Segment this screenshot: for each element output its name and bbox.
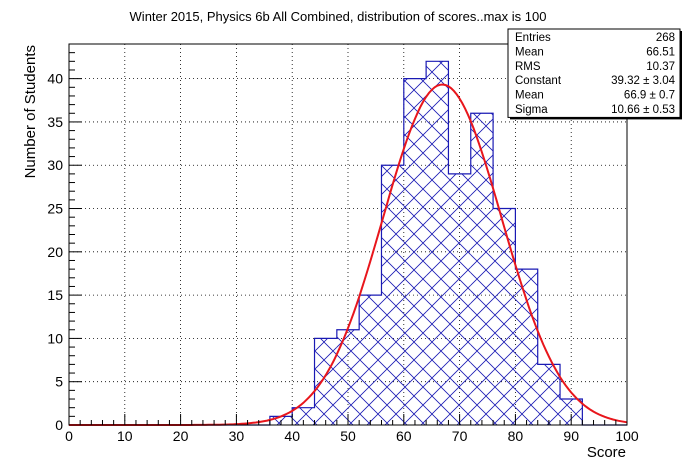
y-tick-label: 5 <box>55 374 63 390</box>
x-tick-label: 90 <box>563 428 579 444</box>
stats-value: 268 <box>656 32 675 44</box>
x-tick-label: 40 <box>284 428 300 444</box>
y-tick-label: 30 <box>47 157 63 173</box>
x-tick-label: 60 <box>396 428 412 444</box>
histogram-bars <box>69 60 627 426</box>
y-tick-label: 15 <box>47 287 63 303</box>
y-tick-label: 35 <box>47 114 63 130</box>
stats-box: Entries 268 Mean 66.51 RMS 10.37 Constant 39.32… <box>507 28 682 120</box>
stats-value: 39.32 ± 3.04 <box>611 75 675 87</box>
stats-value: 66.9 ± 0.7 <box>624 90 675 102</box>
x-tick-label: 70 <box>452 428 468 444</box>
histogram-bar <box>426 61 449 426</box>
stats-label: Entries <box>515 32 551 44</box>
x-tick-label: 20 <box>173 428 189 444</box>
x-tick-label: 100 <box>615 428 639 444</box>
histogram-bar <box>336 329 360 425</box>
histogram-bar <box>560 399 583 425</box>
stats-label: Constant <box>515 75 562 87</box>
y-tick-label: 25 <box>47 201 63 217</box>
stats-value: 10.66 ± 0.53 <box>611 104 675 116</box>
stats-box-frame <box>507 28 681 118</box>
histogram-bar <box>448 173 471 425</box>
axes: 0 10 20 30 40 50 60 70 80 90 100 0 5 10 15 20 25 30 35 40 <box>47 43 639 444</box>
stats-value: 66.51 <box>646 46 675 58</box>
y-tick-label: 20 <box>47 244 63 260</box>
y-axis-label: Number of Students <box>22 45 39 178</box>
histogram-bar <box>292 407 315 425</box>
histogram-bar <box>470 113 494 425</box>
x-tick-label: 0 <box>65 428 73 444</box>
stats-label: Mean <box>515 90 544 102</box>
histogram-bar <box>537 364 561 425</box>
histogram-bar <box>381 165 404 425</box>
stats-label: Mean <box>515 46 544 58</box>
y-tick-label: 0 <box>55 417 63 433</box>
stats-value: 10.37 <box>646 61 675 73</box>
histogram-bar <box>515 269 538 425</box>
x-tick-label: 50 <box>340 428 356 444</box>
histogram-bar <box>314 338 337 425</box>
stats-label: Sigma <box>515 104 548 116</box>
histogram-bar <box>493 208 516 425</box>
y-tick-label: 10 <box>47 330 63 346</box>
x-axis-label: Score <box>587 444 626 461</box>
y-tick-label: 40 <box>47 71 63 87</box>
x-tick-label: 10 <box>117 428 133 444</box>
histogram-outline <box>69 60 627 426</box>
x-tick-label: 30 <box>229 428 245 444</box>
x-tick-label: 80 <box>508 428 524 444</box>
histogram-bar <box>403 78 427 426</box>
chart-title: Winter 2015, Physics 6b All Combined, di… <box>130 9 547 24</box>
stats-label: RMS <box>515 61 541 73</box>
histogram-bar <box>359 295 382 425</box>
